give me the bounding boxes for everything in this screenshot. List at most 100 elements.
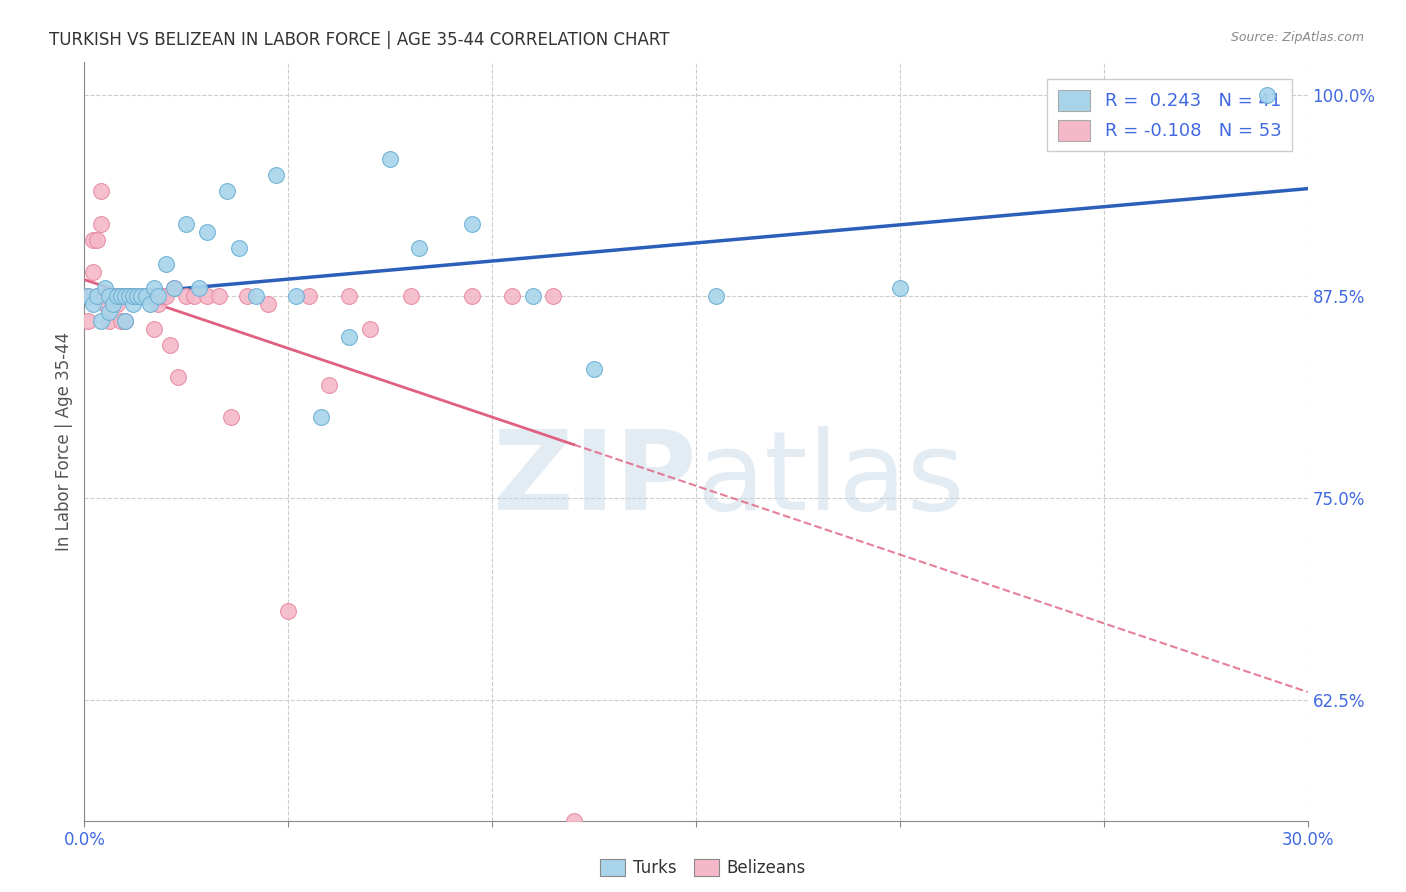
Text: atlas: atlas [696, 426, 965, 533]
Point [228, 241, 250, 255]
Point [236, 289, 259, 303]
Point [163, 281, 186, 295]
Point [543, 289, 565, 303]
Point [339, 289, 361, 303]
Point [195, 289, 218, 303]
Text: TURKISH VS BELIZEAN IN LABOR FORCE | AGE 35-44 CORRELATION CHART: TURKISH VS BELIZEAN IN LABOR FORCE | AGE… [49, 31, 669, 49]
Point [399, 289, 422, 303]
Point [219, 410, 242, 425]
Point [77, 289, 100, 303]
Point [101, 289, 124, 303]
Point [93, 297, 115, 311]
Point [187, 281, 209, 295]
Point [86, 233, 108, 247]
Point [77, 313, 100, 327]
Point [138, 297, 160, 311]
Point [298, 289, 321, 303]
Point [461, 217, 484, 231]
Point [110, 313, 132, 327]
Point [93, 281, 115, 295]
Point [93, 289, 115, 303]
Y-axis label: In Labor Force | Age 35-44: In Labor Force | Age 35-44 [55, 332, 73, 551]
Point [82, 297, 104, 311]
Point [77, 289, 100, 303]
Point [285, 289, 308, 303]
Point [118, 289, 141, 303]
Point [277, 604, 299, 618]
Point [114, 289, 136, 303]
Point [889, 281, 911, 295]
Text: Source: ZipAtlas.com: Source: ZipAtlas.com [1230, 31, 1364, 45]
Point [257, 297, 280, 311]
Point [82, 233, 104, 247]
Point [142, 281, 165, 295]
Point [127, 289, 149, 303]
Point [105, 289, 128, 303]
Point [114, 289, 136, 303]
Point [318, 378, 340, 392]
Point [583, 362, 606, 376]
Point [1256, 87, 1278, 102]
Point [118, 289, 141, 303]
Point [90, 313, 112, 327]
Point [122, 289, 145, 303]
Point [159, 337, 181, 351]
Point [264, 169, 287, 183]
Point [562, 814, 585, 828]
Point [502, 289, 524, 303]
Point [167, 370, 190, 384]
Point [309, 410, 332, 425]
Point [142, 321, 165, 335]
Point [105, 297, 128, 311]
Point [97, 289, 120, 303]
Point [122, 289, 145, 303]
Point [380, 153, 402, 167]
Point [706, 289, 728, 303]
Point [138, 289, 160, 303]
Point [118, 289, 141, 303]
Point [101, 297, 124, 311]
Point [408, 241, 430, 255]
Point [131, 289, 153, 303]
Point [114, 289, 136, 303]
Point [522, 289, 544, 303]
Point [155, 289, 177, 303]
Point [174, 217, 197, 231]
Point [163, 281, 186, 295]
Point [97, 289, 120, 303]
Point [135, 289, 157, 303]
Legend: Turks, Belizeans: Turks, Belizeans [593, 852, 813, 884]
Point [183, 289, 205, 303]
Point [97, 313, 120, 327]
Point [245, 289, 267, 303]
Legend: R =  0.243   N = 41, R = -0.108   N = 53: R = 0.243 N = 41, R = -0.108 N = 53 [1047, 79, 1292, 152]
Point [90, 217, 112, 231]
Point [90, 185, 112, 199]
Point [131, 289, 153, 303]
Point [339, 329, 361, 343]
Point [97, 305, 120, 319]
Point [461, 289, 484, 303]
Text: ZIP: ZIP [492, 426, 696, 533]
Point [101, 289, 124, 303]
Point [105, 289, 128, 303]
Point [155, 257, 177, 271]
Point [86, 289, 108, 303]
Point [93, 289, 115, 303]
Point [110, 289, 132, 303]
Point [150, 289, 173, 303]
Point [114, 313, 136, 327]
Point [122, 297, 145, 311]
Point [135, 289, 157, 303]
Point [208, 289, 231, 303]
Point [110, 289, 132, 303]
Point [82, 265, 104, 279]
Point [217, 185, 239, 199]
Point [146, 297, 169, 311]
Point [86, 289, 108, 303]
Point [195, 225, 218, 239]
Point [127, 289, 149, 303]
Point [174, 289, 197, 303]
Point [359, 321, 381, 335]
Point [146, 289, 169, 303]
